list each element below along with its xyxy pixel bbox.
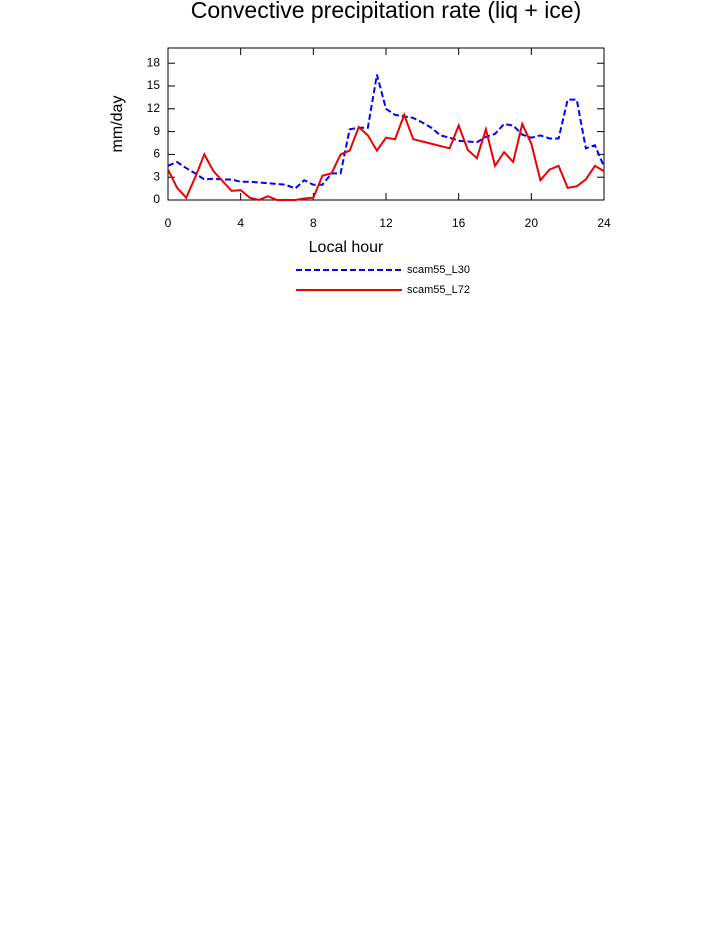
x-tick-label: 12 [379, 216, 393, 230]
y-tick-label: 3 [153, 169, 160, 183]
y-tick-label: 18 [147, 55, 161, 69]
x-tick-label: 20 [525, 216, 539, 230]
y-tick-label: 12 [147, 101, 161, 115]
x-tick-label: 16 [452, 216, 466, 230]
y-tick-label: 15 [147, 78, 161, 92]
x-tick-label: 24 [597, 216, 611, 230]
y-axis-label: mm/day [109, 96, 126, 153]
y-tick-label: 0 [153, 192, 160, 206]
y-tick-label: 6 [153, 147, 160, 161]
series-line [167, 112, 605, 202]
legend-label: scam55_L72 [407, 284, 470, 296]
x-tick-label: 8 [310, 216, 317, 230]
series-line [167, 74, 605, 190]
plot-frame [167, 47, 605, 201]
x-axis-label: Local hour [309, 239, 384, 256]
y-tick-label: 9 [153, 124, 160, 138]
x-tick-label: 0 [165, 216, 172, 230]
chart-title: Convective precipitation rate (liq + ice… [191, 0, 582, 23]
legend-label: scam55_L30 [407, 264, 470, 276]
x-tick-label: 4 [237, 216, 244, 230]
